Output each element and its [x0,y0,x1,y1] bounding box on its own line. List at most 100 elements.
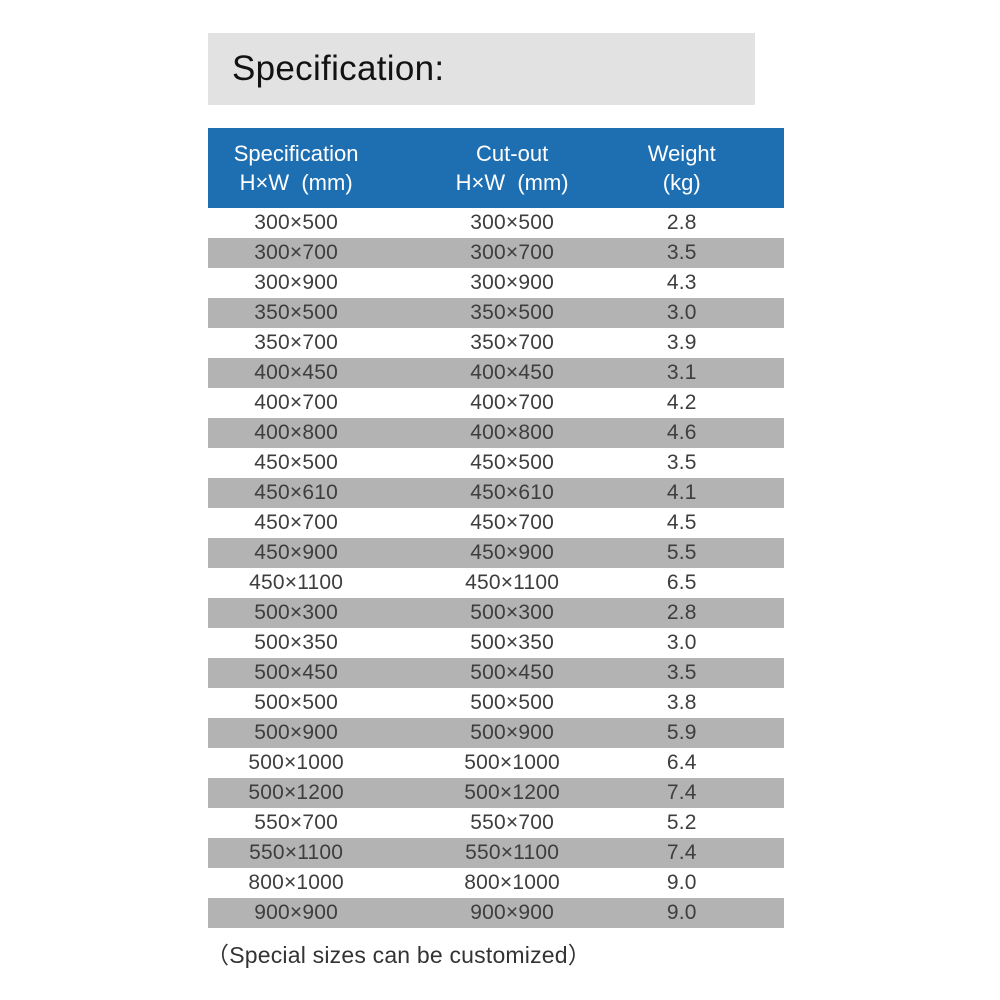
cutout-cell: 800×1000 [464,871,560,894]
spec-cell: 300×700 [254,241,338,264]
table-row: 450×610 450×610 4.1 [208,478,784,508]
cutout-cell: 550×1100 [465,841,560,864]
header-weight-line2: (kg) [662,170,701,195]
table-body: 300×500 300×500 2.8 300×700 300×700 3.5 300×90… [208,208,784,928]
weight-cell: 3.5 [666,451,697,474]
cutout-cell: 400×450 [470,361,554,384]
table-row: 500×1200 500×1200 7.4 [208,778,784,808]
weight-cell: 5.5 [666,541,697,564]
cutout-cell: 350×700 [470,331,554,354]
spec-cell: 450×610 [254,481,338,504]
cutout-cell: 400×800 [470,421,554,444]
spec-cell: 400×450 [254,361,338,384]
weight-cell: 3.0 [666,631,697,654]
cutout-cell: 350×500 [470,301,554,324]
spec-cell: 350×500 [254,301,338,324]
header-weight-line1: Weight [647,141,716,166]
table-row: 550×700 550×700 5.2 [208,808,784,838]
cutout-cell: 500×500 [470,691,554,714]
cutout-cell: 450×610 [470,481,554,504]
spec-cell: 450×1100 [249,571,344,594]
weight-cell: 4.2 [666,391,697,414]
header-weight: Weight (kg) [640,139,724,197]
weight-cell: 2.8 [666,211,697,234]
table-row: 400×450 400×450 3.1 [208,358,784,388]
specification-table: Specification H×W (mm) Cut-out H×W (mm) … [208,128,784,928]
table-row: 500×450 500×450 3.5 [208,658,784,688]
cutout-cell: 500×1000 [464,751,560,774]
cutout-cell: 900×900 [470,901,554,924]
weight-cell: 5.2 [666,811,697,834]
table-row: 450×900 450×900 5.5 [208,538,784,568]
table-row: 550×1100 550×1100 7.4 [208,838,784,868]
spec-cell: 550×700 [254,811,338,834]
spec-cell: 550×1100 [249,841,344,864]
weight-cell: 3.5 [666,241,697,264]
weight-cell: 3.1 [666,361,697,384]
weight-cell: 9.0 [666,871,697,894]
weight-cell: 5.9 [666,721,697,744]
cutout-cell: 300×900 [470,271,554,294]
spec-cell: 500×900 [254,721,338,744]
cutout-cell: 500×350 [470,631,554,654]
cutout-cell: 500×1200 [464,781,560,804]
weight-cell: 9.0 [666,901,697,924]
weight-cell: 7.4 [666,781,697,804]
cutout-cell: 400×700 [470,391,554,414]
cutout-cell: 550×700 [470,811,554,834]
spec-cell: 900×900 [254,901,338,924]
weight-cell: 4.3 [666,271,697,294]
page-title: Specification: [232,49,445,88]
spec-cell: 450×900 [254,541,338,564]
table-row: 450×700 450×700 4.5 [208,508,784,538]
weight-cell: 3.5 [666,661,697,684]
footnote: （Special sizes can be customized） [206,942,591,968]
weight-cell: 6.4 [666,751,697,774]
weight-cell: 4.5 [666,511,697,534]
spec-cell: 450×500 [254,451,338,474]
table-row: 300×500 300×500 2.8 [208,208,784,238]
table-row: 500×500 500×500 3.8 [208,688,784,718]
spec-cell: 500×500 [254,691,338,714]
weight-cell: 4.1 [666,481,697,504]
weight-cell: 3.0 [666,301,697,324]
table-row: 400×800 400×800 4.6 [208,418,784,448]
table-row: 350×700 350×700 3.9 [208,328,784,358]
spec-cell: 450×700 [254,511,338,534]
table-row: 450×1100 450×1100 6.5 [208,568,784,598]
table-row: 900×900 900×900 9.0 [208,898,784,928]
weight-cell: 7.4 [666,841,697,864]
table-row: 500×350 500×350 3.0 [208,628,784,658]
spec-cell: 500×1200 [248,781,344,804]
table-header: Specification H×W (mm) Cut-out H×W (mm) … [208,128,784,208]
header-cutout-line1: Cut-out [476,141,549,166]
spec-cell: 350×700 [254,331,338,354]
spec-cell: 300×500 [254,211,338,234]
spec-cell: 400×800 [254,421,338,444]
table-row: 400×700 400×700 4.2 [208,388,784,418]
table-row: 500×900 500×900 5.9 [208,718,784,748]
title-bar: Specification: [208,33,755,105]
header-cutout: Cut-out H×W (mm) [384,139,640,197]
table-row: 450×500 450×500 3.5 [208,448,784,478]
cutout-cell: 500×900 [470,721,554,744]
spec-cell: 500×300 [254,601,338,624]
cutout-cell: 450×1100 [465,571,560,594]
table-row: 300×900 300×900 4.3 [208,268,784,298]
weight-cell: 3.8 [666,691,697,714]
cutout-cell: 450×500 [470,451,554,474]
spec-cell: 500×1000 [248,751,344,774]
table-row: 350×500 350×500 3.0 [208,298,784,328]
table-row: 800×1000 800×1000 9.0 [208,868,784,898]
weight-cell: 2.8 [666,601,697,624]
cutout-cell: 300×700 [470,241,554,264]
spec-cell: 400×700 [254,391,338,414]
weight-cell: 3.9 [666,331,697,354]
cutout-cell: 500×450 [470,661,554,684]
cutout-cell: 500×300 [470,601,554,624]
spec-cell: 500×350 [254,631,338,654]
table-row: 500×1000 500×1000 6.4 [208,748,784,778]
cutout-cell: 450×900 [470,541,554,564]
weight-cell: 6.5 [666,571,697,594]
